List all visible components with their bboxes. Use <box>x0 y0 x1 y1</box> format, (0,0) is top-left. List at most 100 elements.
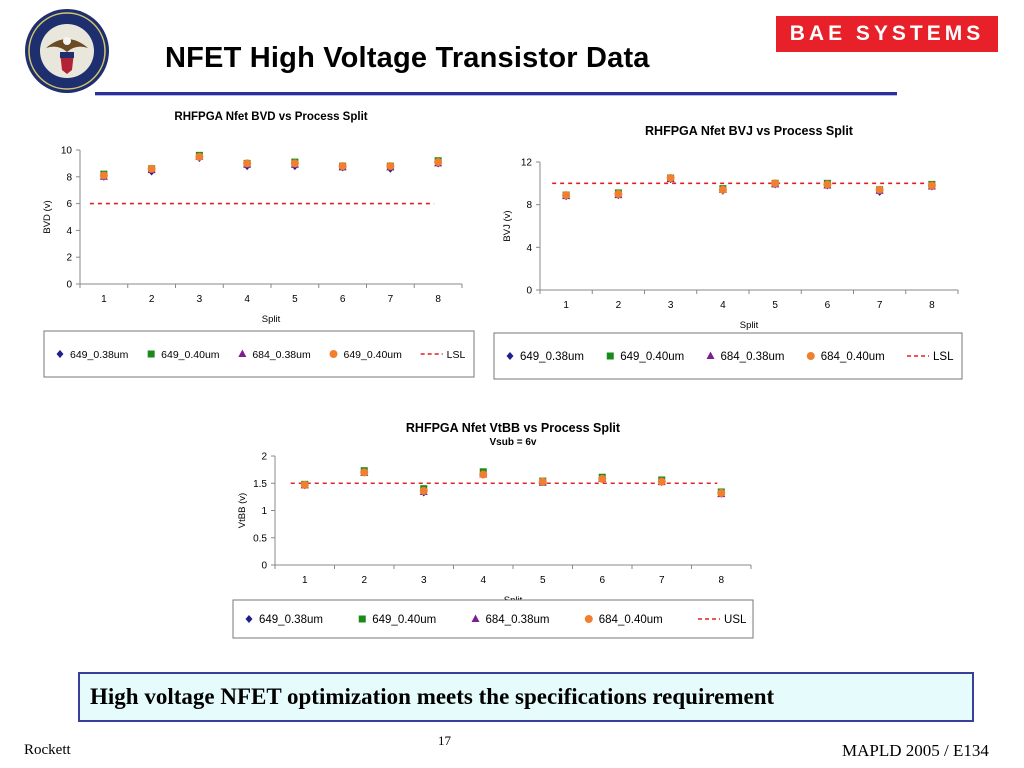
legend-box <box>43 330 475 378</box>
x-tick-label: 8 <box>718 575 724 586</box>
y-tick-label: 0 <box>526 286 532 297</box>
x-tick-label: 7 <box>659 575 665 586</box>
x-tick-label: 2 <box>149 294 155 305</box>
legend-swatch <box>147 350 155 358</box>
x-tick-label: 1 <box>101 294 107 305</box>
data-point <box>290 159 299 168</box>
y-tick-label: 0.5 <box>253 533 267 544</box>
y-axis-label: VtBB (v) <box>237 493 248 528</box>
legend-label: 649_0.38um <box>520 351 584 363</box>
chart-title: RHFPGA Nfet BVJ vs Process Split <box>645 124 854 138</box>
data-point <box>598 474 607 483</box>
x-tick-label: 7 <box>388 294 394 305</box>
data-point <box>718 185 727 194</box>
bvd-chart: RHFPGA Nfet BVD vs Process Split 0 2 4 6 8 10 1… <box>42 111 475 378</box>
title-rule <box>95 92 897 96</box>
x-tick-label: 7 <box>877 300 883 311</box>
x-axis-label: Split <box>262 314 281 325</box>
legend-swatch <box>329 350 338 358</box>
legend-swatch <box>56 350 64 358</box>
brand-logo-text: BAE SYSTEMS <box>789 22 985 45</box>
data-point <box>538 477 547 486</box>
x-tick-label: 6 <box>825 300 831 311</box>
legend-label: USL <box>724 614 747 626</box>
dtra-seal-logo <box>25 9 109 93</box>
y-tick-label: 10 <box>61 146 73 157</box>
x-tick-label: 1 <box>563 300 569 311</box>
data-point <box>614 190 623 198</box>
x-tick-label: 6 <box>340 294 346 305</box>
legend-label: 649_0.40um <box>344 349 403 361</box>
legend-label: LSL <box>447 349 466 361</box>
y-tick-label: 1.5 <box>253 479 267 490</box>
y-tick-label: 2 <box>66 253 72 264</box>
x-tick-label: 2 <box>616 300 622 311</box>
data-point <box>338 162 347 171</box>
legend-swatch <box>584 615 593 623</box>
y-tick-label: 4 <box>66 226 72 237</box>
footer-author: Rockett <box>24 742 71 758</box>
y-axis-label: BVD (v) <box>42 200 53 233</box>
x-tick-label: 5 <box>292 294 298 305</box>
x-tick-label: 3 <box>668 300 674 311</box>
legend-swatch <box>358 615 366 623</box>
x-axis-label: Split <box>740 320 759 331</box>
data-point <box>419 486 428 495</box>
y-tick-label: 4 <box>526 243 532 254</box>
legend-label: 684_0.38um <box>721 351 785 363</box>
legend-swatch <box>706 351 715 359</box>
data-point <box>300 480 309 489</box>
legend-label: 684_0.40um <box>599 614 663 626</box>
conclusion-callout-text: High voltage NFET optimization meets the… <box>90 684 775 709</box>
y-axis-label: BVJ (v) <box>502 210 513 241</box>
data-point <box>717 489 726 498</box>
data-point <box>875 185 884 194</box>
data-point <box>666 174 675 182</box>
data-point <box>386 162 395 171</box>
legend-label: 649_0.40um <box>161 349 220 361</box>
chart-subtitle: Vsub = 6v <box>490 437 537 448</box>
y-tick-label: 1 <box>261 506 267 517</box>
data-point <box>479 470 488 479</box>
legend-swatch <box>506 352 514 360</box>
data-point <box>657 477 666 486</box>
x-tick-label: 2 <box>361 575 367 586</box>
legend-swatch <box>245 615 253 623</box>
chart-title: RHFPGA Nfet VtBB vs Process Split <box>406 421 621 435</box>
data-point <box>927 181 936 190</box>
y-tick-label: 2 <box>261 452 267 463</box>
legend-label: 649_0.40um <box>620 351 684 363</box>
y-tick-label: 0 <box>261 561 267 572</box>
x-tick-label: 8 <box>435 294 441 305</box>
data-point <box>147 164 156 173</box>
data-point <box>99 171 108 180</box>
conclusion-callout-box <box>78 672 974 722</box>
footer-conference: MAPLD 2005 / E134 <box>842 741 989 760</box>
y-tick-label: 12 <box>521 158 533 169</box>
chart-title: RHFPGA Nfet BVD vs Process Split <box>174 111 367 123</box>
x-tick-label: 4 <box>244 294 250 305</box>
legend-label: LSL <box>933 351 954 363</box>
x-tick-label: 4 <box>720 300 726 311</box>
legend-label: 649_0.40um <box>372 614 436 626</box>
x-tick-label: 5 <box>772 300 778 311</box>
x-tick-label: 1 <box>302 575 308 586</box>
legend-label: 684_0.40um <box>821 351 885 363</box>
data-point <box>360 468 369 477</box>
legend-label: 649_0.38um <box>70 349 129 361</box>
x-tick-label: 3 <box>197 294 203 305</box>
legend-swatch <box>471 614 480 622</box>
x-tick-label: 8 <box>929 300 935 311</box>
x-tick-label: 6 <box>599 575 605 586</box>
legend-label: 684_0.38um <box>486 614 550 626</box>
legend-box <box>493 332 963 380</box>
data-point <box>823 180 832 189</box>
y-tick-label: 8 <box>66 172 72 183</box>
x-tick-label: 3 <box>421 575 427 586</box>
data-point <box>771 179 780 188</box>
data-point <box>243 159 252 168</box>
legend-swatch <box>238 349 247 357</box>
legend-swatch <box>806 352 815 360</box>
page-number: 17 <box>438 733 451 748</box>
